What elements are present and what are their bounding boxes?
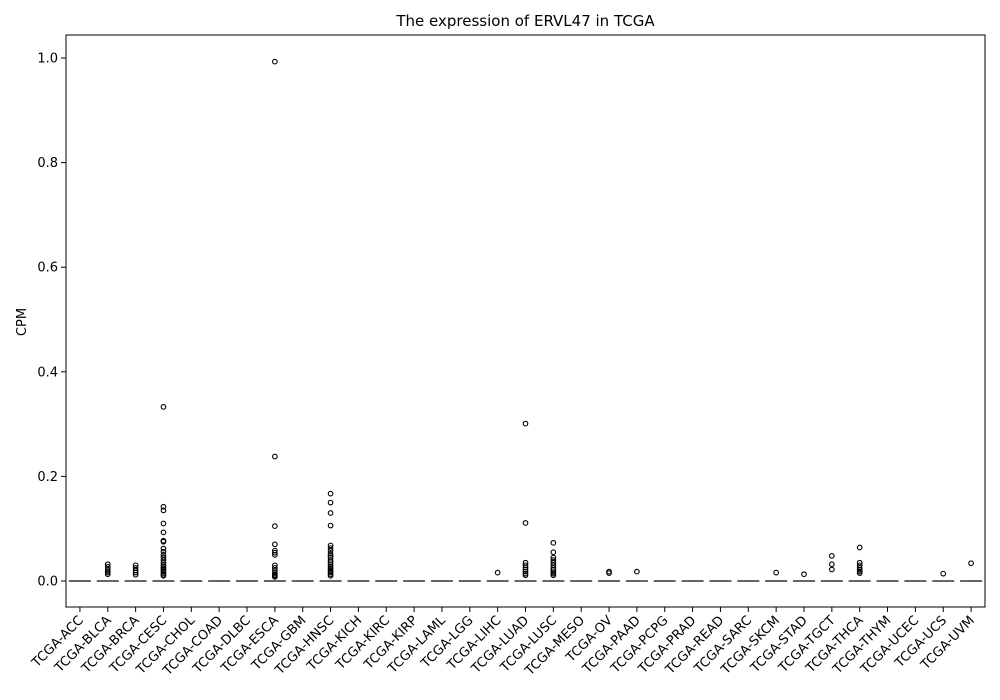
outlier-point	[160, 548, 167, 555]
outlier-point	[272, 549, 278, 556]
outlier-point	[494, 569, 501, 576]
outlier-point	[550, 567, 557, 573]
y-tick-label: 1.0	[37, 52, 58, 67]
outlier-point	[550, 557, 557, 563]
outlier-point	[272, 551, 278, 558]
outlier-point	[327, 499, 334, 506]
outlier-point	[160, 551, 167, 558]
outlier-point	[160, 503, 167, 510]
outlier-point	[550, 559, 557, 566]
outlier-point	[272, 523, 278, 529]
outlier-point	[828, 561, 835, 568]
outlier-point	[773, 569, 779, 576]
y-tick-label: 0.0	[37, 575, 58, 590]
y-tick-label: 0.6	[37, 261, 58, 276]
outlier-point	[272, 541, 278, 548]
outlier-point	[327, 550, 334, 557]
outlier-point	[104, 561, 111, 568]
y-axis-label: CPM	[15, 308, 30, 336]
outlier-point	[856, 559, 863, 566]
plot-area: 0.00.20.40.60.81.0TCGA-ACCTCGA-BLCATCGA-…	[29, 52, 983, 679]
y-tick-label: 0.4	[37, 365, 58, 380]
outlier-point	[132, 571, 139, 578]
outlier-point	[160, 572, 167, 579]
outlier-point	[327, 561, 334, 568]
outlier-point	[606, 570, 612, 577]
y-tick-label: 0.2	[37, 470, 58, 485]
outlier-point	[160, 554, 167, 561]
outlier-point	[828, 566, 835, 573]
outlier-point	[550, 554, 557, 561]
outlier-point	[801, 571, 807, 578]
chart-title: The expression of ERVL47 in TCGA	[395, 12, 655, 30]
outlier-point	[132, 562, 139, 569]
outlier-point	[856, 570, 863, 577]
outlier-point	[160, 507, 167, 514]
outlier-point	[272, 562, 278, 569]
outlier-point	[160, 557, 167, 563]
outlier-point	[272, 573, 278, 580]
outlier-point	[327, 545, 334, 551]
outlier-point	[522, 520, 529, 526]
outlier-point	[634, 568, 640, 575]
outlier-point	[828, 553, 835, 559]
plot-frame	[65, 34, 986, 608]
outlier-point	[550, 549, 557, 556]
outlier-point	[550, 539, 557, 546]
outlier-point	[327, 522, 334, 529]
outlier-point	[160, 529, 167, 536]
outlier-point	[160, 545, 167, 552]
outlier-point	[968, 560, 974, 567]
outlier-point	[327, 510, 334, 516]
outlier-point	[856, 544, 863, 551]
outlier-point	[327, 572, 334, 579]
outlier-point	[104, 571, 111, 578]
outlier-point	[327, 542, 334, 549]
outlier-point	[272, 453, 278, 460]
outlier-point	[272, 58, 278, 65]
outlier-point	[327, 490, 334, 497]
outlier-point	[327, 547, 334, 554]
outlier-point	[160, 403, 167, 410]
outlier-point	[940, 570, 947, 577]
outlier-point	[522, 568, 529, 575]
outlier-point	[272, 565, 278, 571]
outlier-point	[160, 538, 167, 545]
outlier-point	[522, 420, 529, 427]
outlier-point	[550, 572, 557, 579]
y-tick-label: 0.8	[37, 156, 58, 171]
outlier-point	[522, 572, 529, 579]
outlier-point	[160, 520, 167, 527]
outlier-point	[132, 569, 139, 576]
outlier-point	[856, 565, 863, 571]
